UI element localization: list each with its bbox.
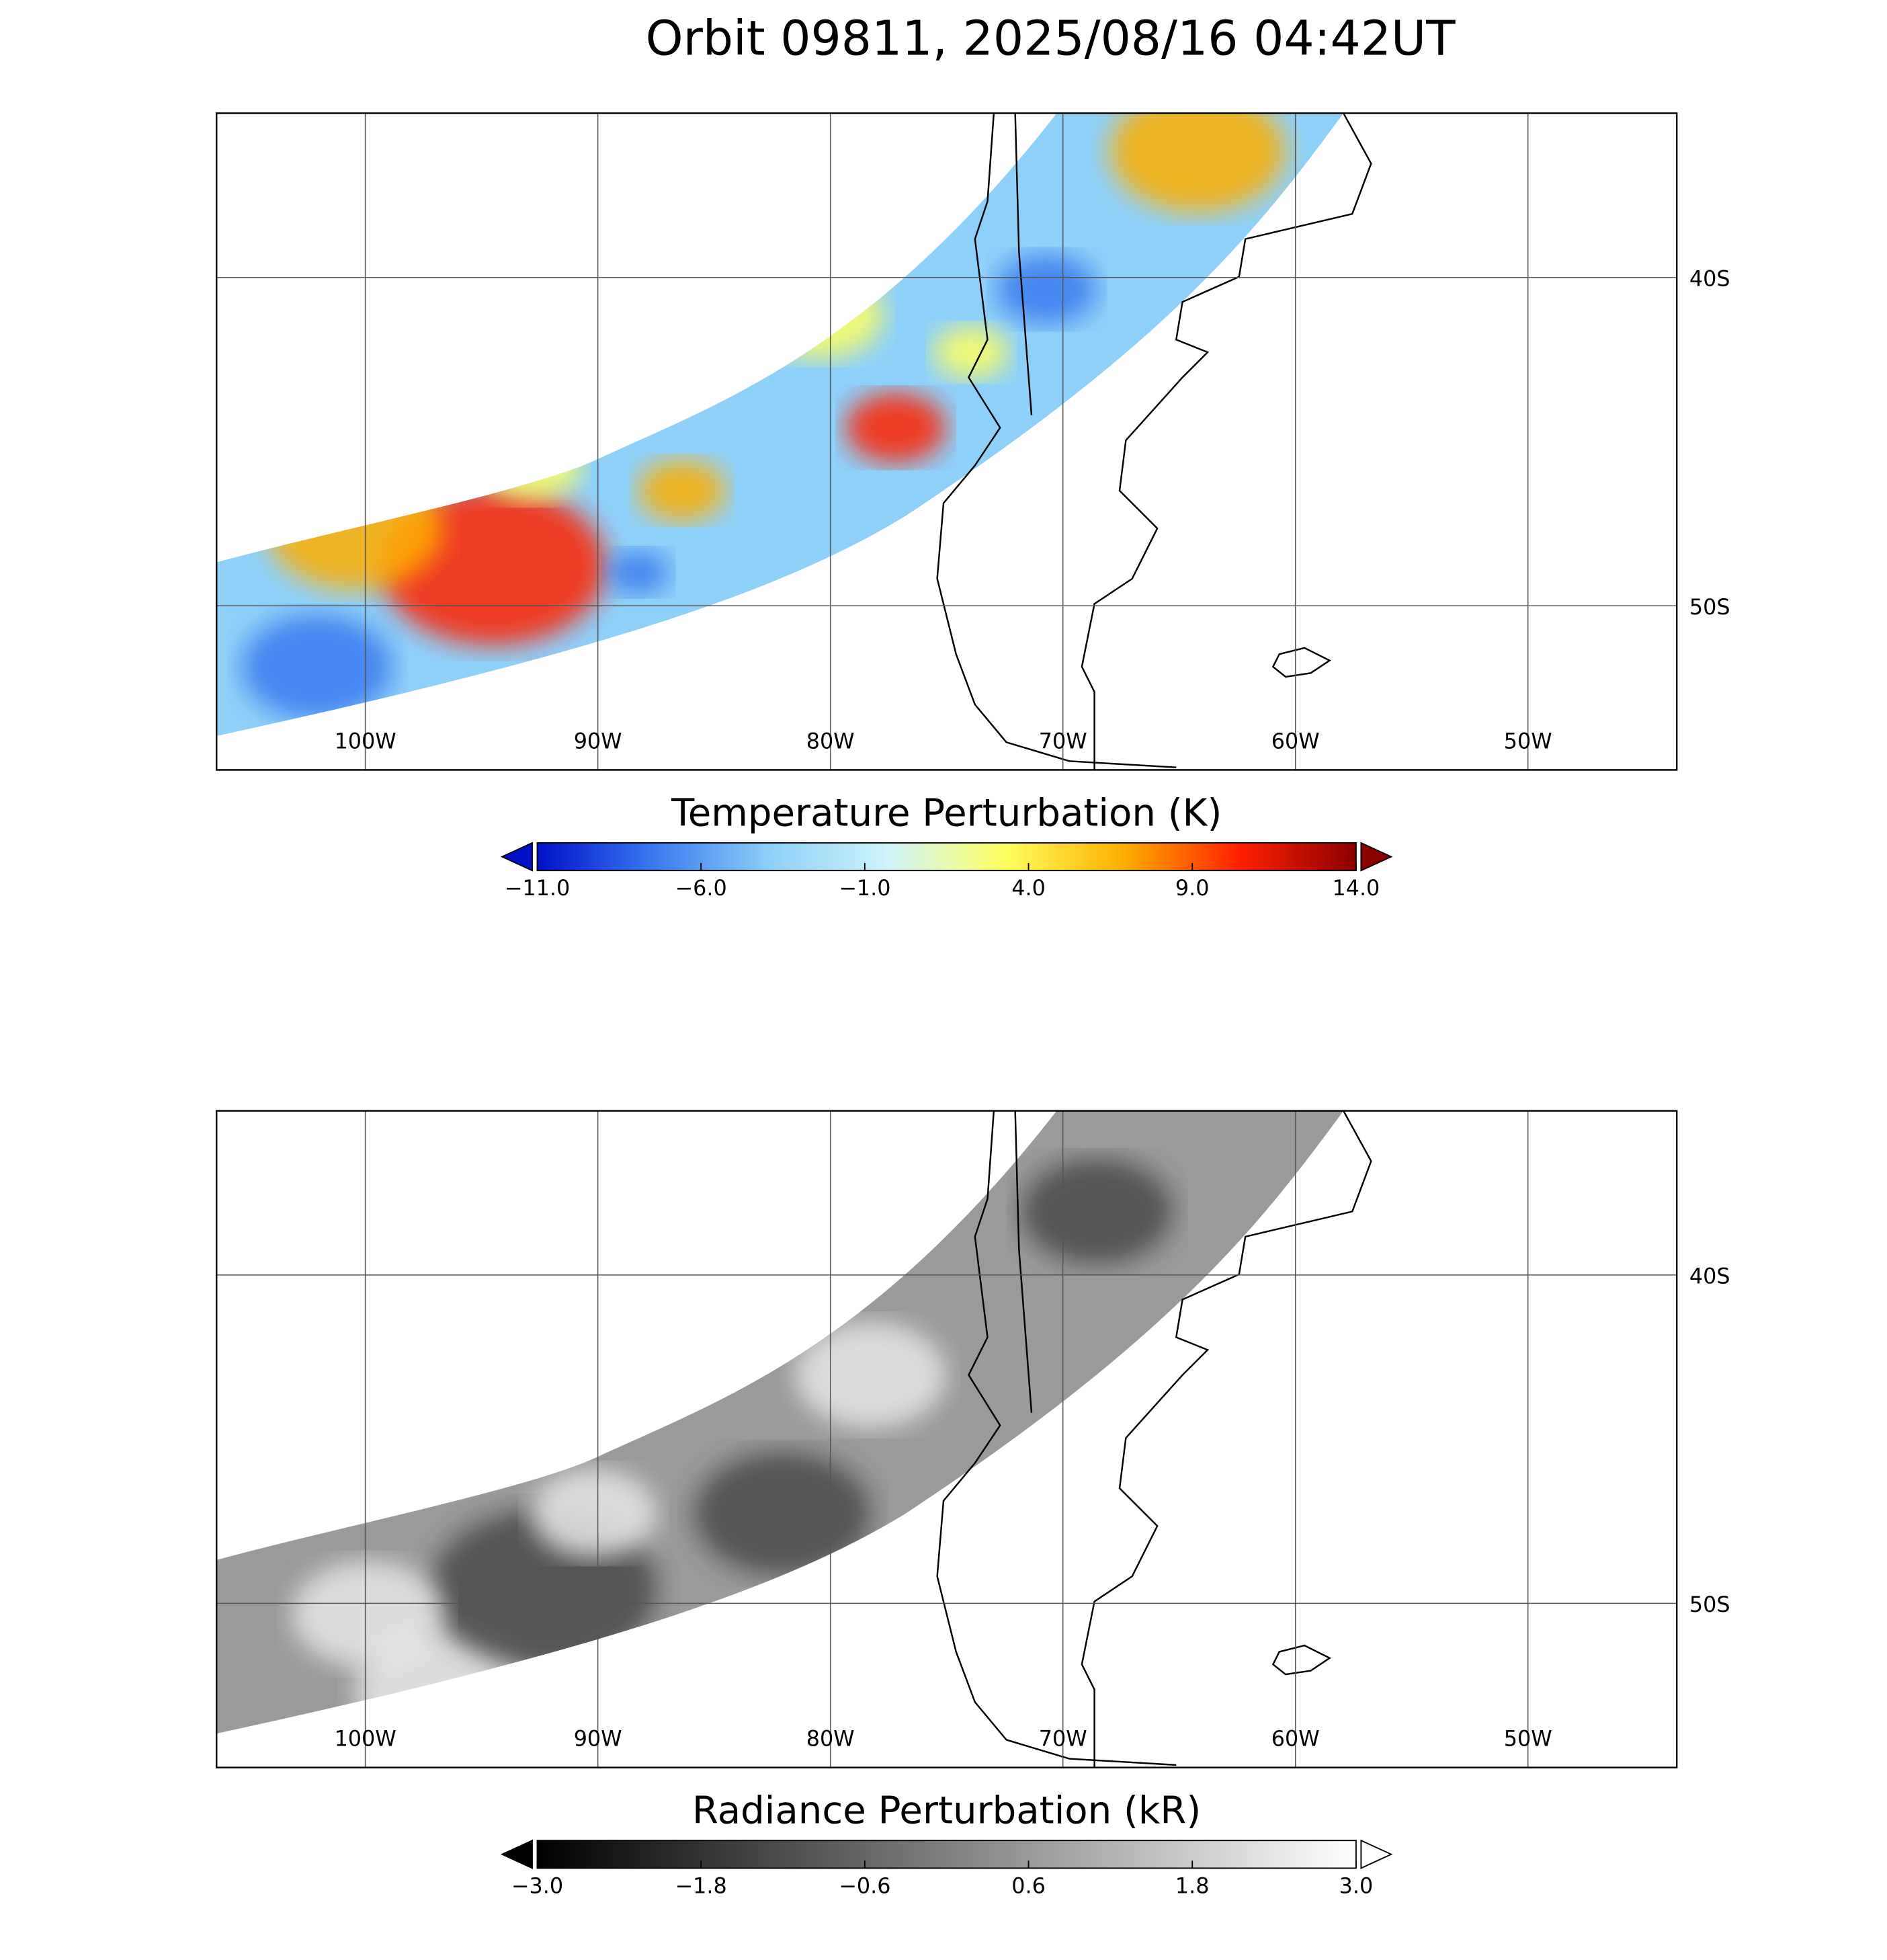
x-tick-label: 80W (806, 728, 855, 753)
colorbar-tick-label: 14.0 (1332, 875, 1380, 901)
colorbar-arrow-low (500, 842, 533, 872)
x-tick-label: 70W (1039, 728, 1087, 753)
x-tick-label: 50W (1504, 1725, 1552, 1751)
swath-feature (606, 550, 669, 595)
map-panel: 100W 90W 80W 70W 60W 50W 40S 50S (215, 1110, 1730, 1768)
swath-bg (216, 113, 1344, 736)
swath-image (216, 1110, 1344, 1734)
colorbar-tick-label: 1.8 (1175, 1873, 1210, 1898)
coastline (1014, 1110, 1033, 1413)
swath (216, 113, 1344, 736)
swath-feature (996, 254, 1097, 325)
swath-feature (241, 614, 393, 720)
coastline (1014, 113, 1033, 415)
swath (216, 1110, 1344, 1734)
colorbar-tick-label: −11.0 (505, 875, 570, 901)
y-tick-label: 50S (1689, 1592, 1730, 1617)
swath-feature (480, 430, 581, 501)
y-tick-label: 40S (1689, 266, 1730, 291)
swath-feature (292, 1561, 444, 1667)
swath-feature (845, 392, 946, 463)
x-tick-label: 70W (1039, 1725, 1087, 1751)
x-tick-label: 60W (1271, 1725, 1320, 1751)
x-tick-label: 50W (1504, 728, 1552, 753)
swath-feature (267, 466, 444, 590)
title: Orbit 09811, 2025/08/16 04:42UT (646, 10, 1456, 66)
x-tick-label: 80W (806, 1725, 855, 1751)
coastline (936, 1110, 1177, 1766)
swath-feature (933, 325, 1009, 379)
x-tick-label: 100W (335, 1725, 396, 1751)
coastline (1081, 112, 1372, 770)
coastline (1081, 1110, 1372, 1768)
y-tick-label: 40S (1689, 1264, 1730, 1289)
colorbar (536, 1840, 1357, 1869)
swath-feature (638, 460, 726, 522)
coastline (936, 113, 1177, 768)
swath-feature (694, 1451, 871, 1576)
swath-image (216, 113, 1344, 736)
map-panel: 100W 90W 80W 70W 60W 50W 40S 50S (215, 112, 1730, 771)
colorbar-title: Radiance Perturbation (kR) (692, 1789, 1201, 1833)
colorbar-tick-label: −0.6 (839, 1873, 890, 1898)
colorbar-tick-label: 9.0 (1175, 875, 1210, 901)
swath-feature (757, 270, 884, 359)
swath-feature (1109, 113, 1286, 213)
y-tick-label: 50S (1689, 594, 1730, 620)
colorbar-arrow-low (500, 1839, 533, 1869)
swath-feature (531, 1469, 657, 1558)
colorbar-tick-label: 3.0 (1339, 1873, 1374, 1898)
colorbar-arrow-high (1360, 842, 1393, 872)
coastline (1271, 647, 1332, 678)
map-frame (215, 112, 1678, 771)
colorbar-tick-label: −6.0 (675, 875, 727, 901)
colorbar-arrow-high (1360, 1839, 1393, 1869)
colorbar-tick-label: 0.6 (1011, 1873, 1046, 1898)
colorbar-tick-label: −1.8 (675, 1873, 727, 1898)
colorbar-title: Temperature Perturbation (K) (671, 791, 1222, 835)
colorbar-tick-label: −1.0 (839, 875, 890, 901)
map-frame (215, 1110, 1678, 1768)
coastline (1271, 1644, 1332, 1676)
swath-feature (795, 1322, 946, 1428)
x-tick-label: 100W (335, 728, 396, 753)
swath-feature (1021, 1158, 1173, 1264)
x-tick-label: 90W (574, 1725, 622, 1751)
x-tick-label: 90W (574, 728, 622, 753)
x-tick-label: 60W (1271, 728, 1320, 753)
colorbar (536, 842, 1357, 872)
colorbar-tick-label: 4.0 (1011, 875, 1046, 901)
colorbar-tick-label: −3.0 (511, 1873, 563, 1898)
